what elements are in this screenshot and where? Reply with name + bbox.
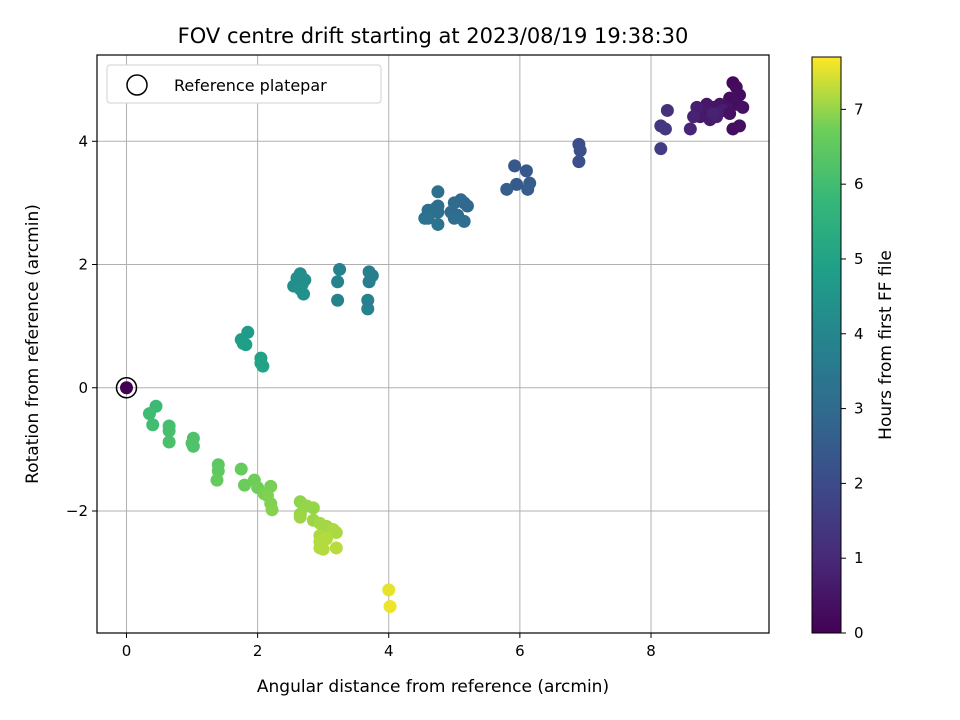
- colorbar-tick-label: 5: [854, 250, 864, 268]
- x-tick-label: 0: [122, 642, 132, 660]
- data-point: [306, 501, 320, 515]
- data-point: [239, 338, 253, 352]
- x-tick-label: 2: [253, 642, 263, 660]
- plot-frame: [96, 54, 770, 634]
- data-point: [683, 122, 697, 136]
- colorbar: 0 1 2 3 4 5 6 7 Hours from first FF file: [811, 56, 896, 642]
- legend-box: [106, 64, 382, 104]
- data-point: [256, 359, 270, 373]
- data-point: [329, 526, 343, 540]
- data-point: [421, 211, 435, 225]
- data-points: [142, 76, 750, 614]
- data-point: [382, 583, 396, 597]
- data-point: [383, 600, 397, 614]
- colorbar-tick-label: 3: [854, 400, 864, 418]
- data-point: [210, 473, 224, 487]
- data-point: [331, 275, 345, 289]
- colorbar-tick-label: 0: [854, 624, 864, 642]
- data-point: [146, 418, 160, 432]
- data-point: [431, 185, 445, 199]
- data-point: [510, 177, 524, 191]
- colorbar-tick-label: 4: [854, 325, 864, 343]
- grid-lines: [97, 55, 769, 633]
- colorbar-tick-label: 7: [854, 100, 864, 118]
- data-point: [706, 107, 720, 121]
- y-axis-label: Rotation from reference (arcmin): [23, 204, 43, 484]
- data-point: [162, 424, 176, 438]
- data-point: [234, 462, 248, 476]
- data-point: [573, 144, 587, 158]
- data-point: [732, 119, 746, 133]
- data-point: [460, 199, 474, 213]
- y-tick-label: 2: [78, 256, 88, 274]
- data-point: [265, 503, 279, 517]
- data-point: [654, 142, 668, 156]
- colorbar-label: Hours from first FF file: [876, 250, 896, 440]
- legend-marker: [126, 74, 148, 96]
- legend: Reference platepar: [106, 64, 382, 104]
- data-point: [361, 302, 375, 316]
- data-point: [431, 217, 445, 231]
- data-point: [572, 155, 586, 169]
- x-tick-label: 8: [646, 642, 656, 660]
- data-point: [331, 293, 345, 307]
- data-point: [431, 199, 445, 213]
- data-point: [519, 164, 533, 178]
- colorbar-tick-label: 6: [854, 175, 864, 193]
- data-point: [297, 287, 311, 301]
- colorbar-tick-label: 1: [854, 549, 864, 567]
- data-point: [660, 103, 674, 117]
- colorbar-ticks: 0 1 2 3 4 5 6 7: [841, 100, 864, 642]
- data-point: [293, 510, 307, 524]
- data-point: [508, 159, 522, 173]
- y-tick-label: 4: [78, 132, 88, 150]
- colorbar-tick-label: 2: [854, 474, 864, 492]
- data-point: [238, 478, 252, 492]
- data-point: [736, 100, 750, 114]
- data-point: [457, 214, 471, 228]
- data-point: [142, 407, 156, 421]
- y-tick-label: 0: [78, 379, 88, 397]
- legend-entry-reference: Reference platepar: [174, 76, 327, 95]
- x-tick-label: 6: [515, 642, 525, 660]
- data-point: [687, 110, 701, 124]
- reference-point: [115, 377, 138, 399]
- data-point: [521, 182, 535, 196]
- data-point: [447, 211, 461, 225]
- data-point: [658, 122, 672, 136]
- x-axis-label: Angular distance from reference (arcmin): [257, 677, 609, 697]
- y-tick-label: −2: [66, 502, 88, 520]
- reference-point-fill: [120, 381, 134, 395]
- data-point: [362, 275, 376, 289]
- data-point: [329, 541, 343, 555]
- data-point: [162, 435, 176, 449]
- chart-title: FOV centre drift starting at 2023/08/19 …: [178, 24, 689, 48]
- data-point: [500, 182, 514, 196]
- data-point: [313, 535, 327, 549]
- data-point: [333, 262, 347, 276]
- data-point: [185, 436, 199, 450]
- data-point: [723, 107, 737, 121]
- y-axis-ticks: −2 0 2 4: [66, 132, 97, 520]
- x-tick-label: 4: [384, 642, 394, 660]
- reference-point-ring: [115, 377, 138, 399]
- x-axis-ticks: 0 2 4 6 8: [122, 633, 656, 660]
- colorbar-bar: [811, 56, 842, 634]
